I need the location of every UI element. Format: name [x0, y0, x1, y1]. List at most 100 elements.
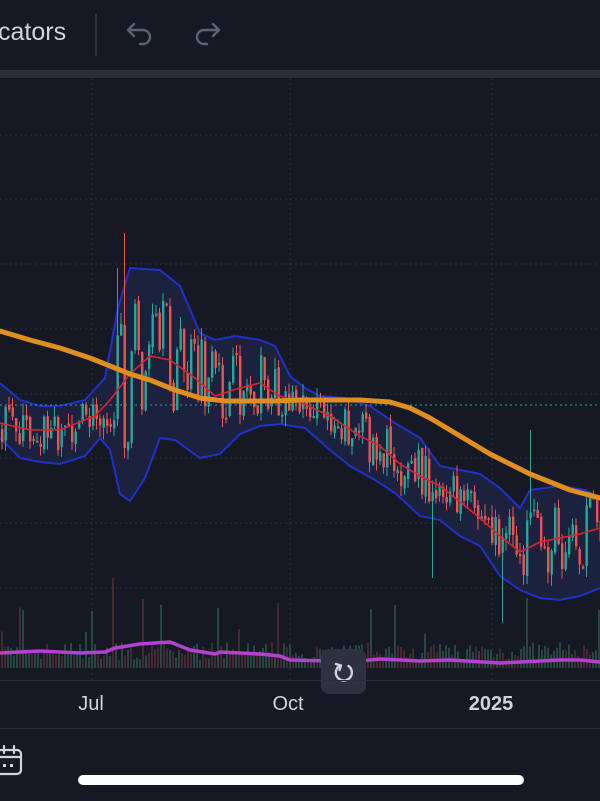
x-tick-label-2025: 2025 [469, 693, 514, 716]
time-axis[interactable]: Jul Oct 2025 [0, 680, 600, 729]
candle-body [96, 404, 98, 419]
x-tick-label-oct: Oct [272, 693, 303, 716]
candle-body [152, 314, 154, 347]
volume-bar [520, 649, 522, 668]
candle-body [407, 463, 409, 479]
candle-body [586, 505, 588, 566]
volume-bar [448, 648, 450, 668]
volume-bar [79, 644, 81, 668]
candle-body [71, 426, 73, 442]
bottom-toolbar [0, 728, 600, 801]
candle-body [232, 356, 234, 383]
volume-bar [238, 629, 240, 668]
undo-icon [116, 14, 160, 58]
volume-bar [316, 647, 318, 668]
volume-bar [61, 656, 63, 668]
volume-bar [19, 607, 21, 668]
volume-bar [82, 659, 84, 668]
candle-body [113, 420, 115, 428]
candle-body [57, 417, 59, 450]
volume-bar [496, 654, 498, 668]
candle-body [446, 497, 448, 503]
volume-bar [220, 646, 222, 668]
candle-body [575, 525, 577, 546]
volume-bar [430, 646, 432, 668]
candle-body [169, 306, 171, 385]
candle-body [33, 439, 35, 441]
price-chart[interactable] [0, 78, 600, 680]
volume-bar [490, 650, 492, 668]
candle-body [141, 352, 143, 409]
calendar-icon[interactable] [0, 744, 24, 778]
undo-button[interactable] [116, 14, 160, 58]
volume-bar [160, 605, 162, 668]
candle-body [1, 429, 3, 442]
volume-bar [148, 653, 150, 668]
candle-body [8, 405, 10, 410]
volume-bar [214, 656, 216, 668]
volume-bar [91, 611, 93, 668]
indicators-button-label[interactable]: cators [0, 18, 66, 47]
volume-bar [478, 651, 480, 668]
volume-bar [34, 652, 36, 668]
candle-body [12, 407, 14, 416]
volume-bar [367, 643, 369, 668]
candle-body [579, 549, 581, 564]
volume-bar [433, 645, 435, 668]
toolbar-divider [95, 14, 97, 56]
volume-bar [103, 656, 105, 668]
candle-body [435, 490, 437, 498]
volume-bar [76, 654, 78, 668]
candle-body [351, 438, 353, 446]
volume-bar [100, 659, 102, 668]
volume-bar [127, 650, 129, 668]
candle-body [484, 516, 486, 520]
candle-body [334, 425, 336, 432]
candle-body [397, 470, 399, 473]
candle-body [547, 547, 549, 572]
candle-body [215, 351, 217, 367]
candle-body [278, 367, 280, 415]
candle-body [337, 426, 339, 428]
volume-bar [559, 642, 561, 668]
volume-bar [28, 653, 30, 668]
volume-bar [172, 651, 174, 668]
candle-body [110, 424, 112, 427]
candle-body [82, 404, 84, 422]
candle-body [281, 415, 283, 417]
volume-bar [133, 659, 135, 668]
volume-bar [136, 658, 138, 668]
candle-body [561, 543, 563, 568]
volume-bar [454, 645, 456, 668]
candle-body [267, 380, 269, 409]
volume-bar [556, 648, 558, 668]
volume-bar [217, 608, 219, 668]
candle-body [376, 437, 378, 459]
redo-button[interactable] [187, 14, 231, 58]
volume-bar [4, 647, 6, 668]
candle-body [127, 442, 129, 450]
volume-bar [523, 646, 525, 668]
volume-bar [70, 643, 72, 668]
volume-bar [94, 644, 96, 668]
candle-body [432, 492, 434, 501]
candle-body [470, 491, 472, 493]
candle-body [554, 508, 556, 553]
candle-body [19, 433, 21, 444]
candle-body [358, 431, 360, 433]
candle-body [194, 339, 196, 344]
volume-bar [487, 650, 489, 668]
volume-bar [73, 655, 75, 668]
volume-bar [130, 647, 132, 668]
volume-bar [13, 656, 15, 668]
candle-body [26, 415, 28, 420]
volume-bar [109, 656, 111, 668]
chart-area[interactable] [0, 78, 600, 680]
volume-bar [499, 648, 501, 668]
volume-bar [1, 631, 3, 668]
candle-body [117, 335, 119, 419]
candle-body [180, 329, 182, 350]
volume-bar [139, 659, 141, 668]
volume-bar [547, 648, 549, 668]
candle-body [582, 567, 584, 569]
